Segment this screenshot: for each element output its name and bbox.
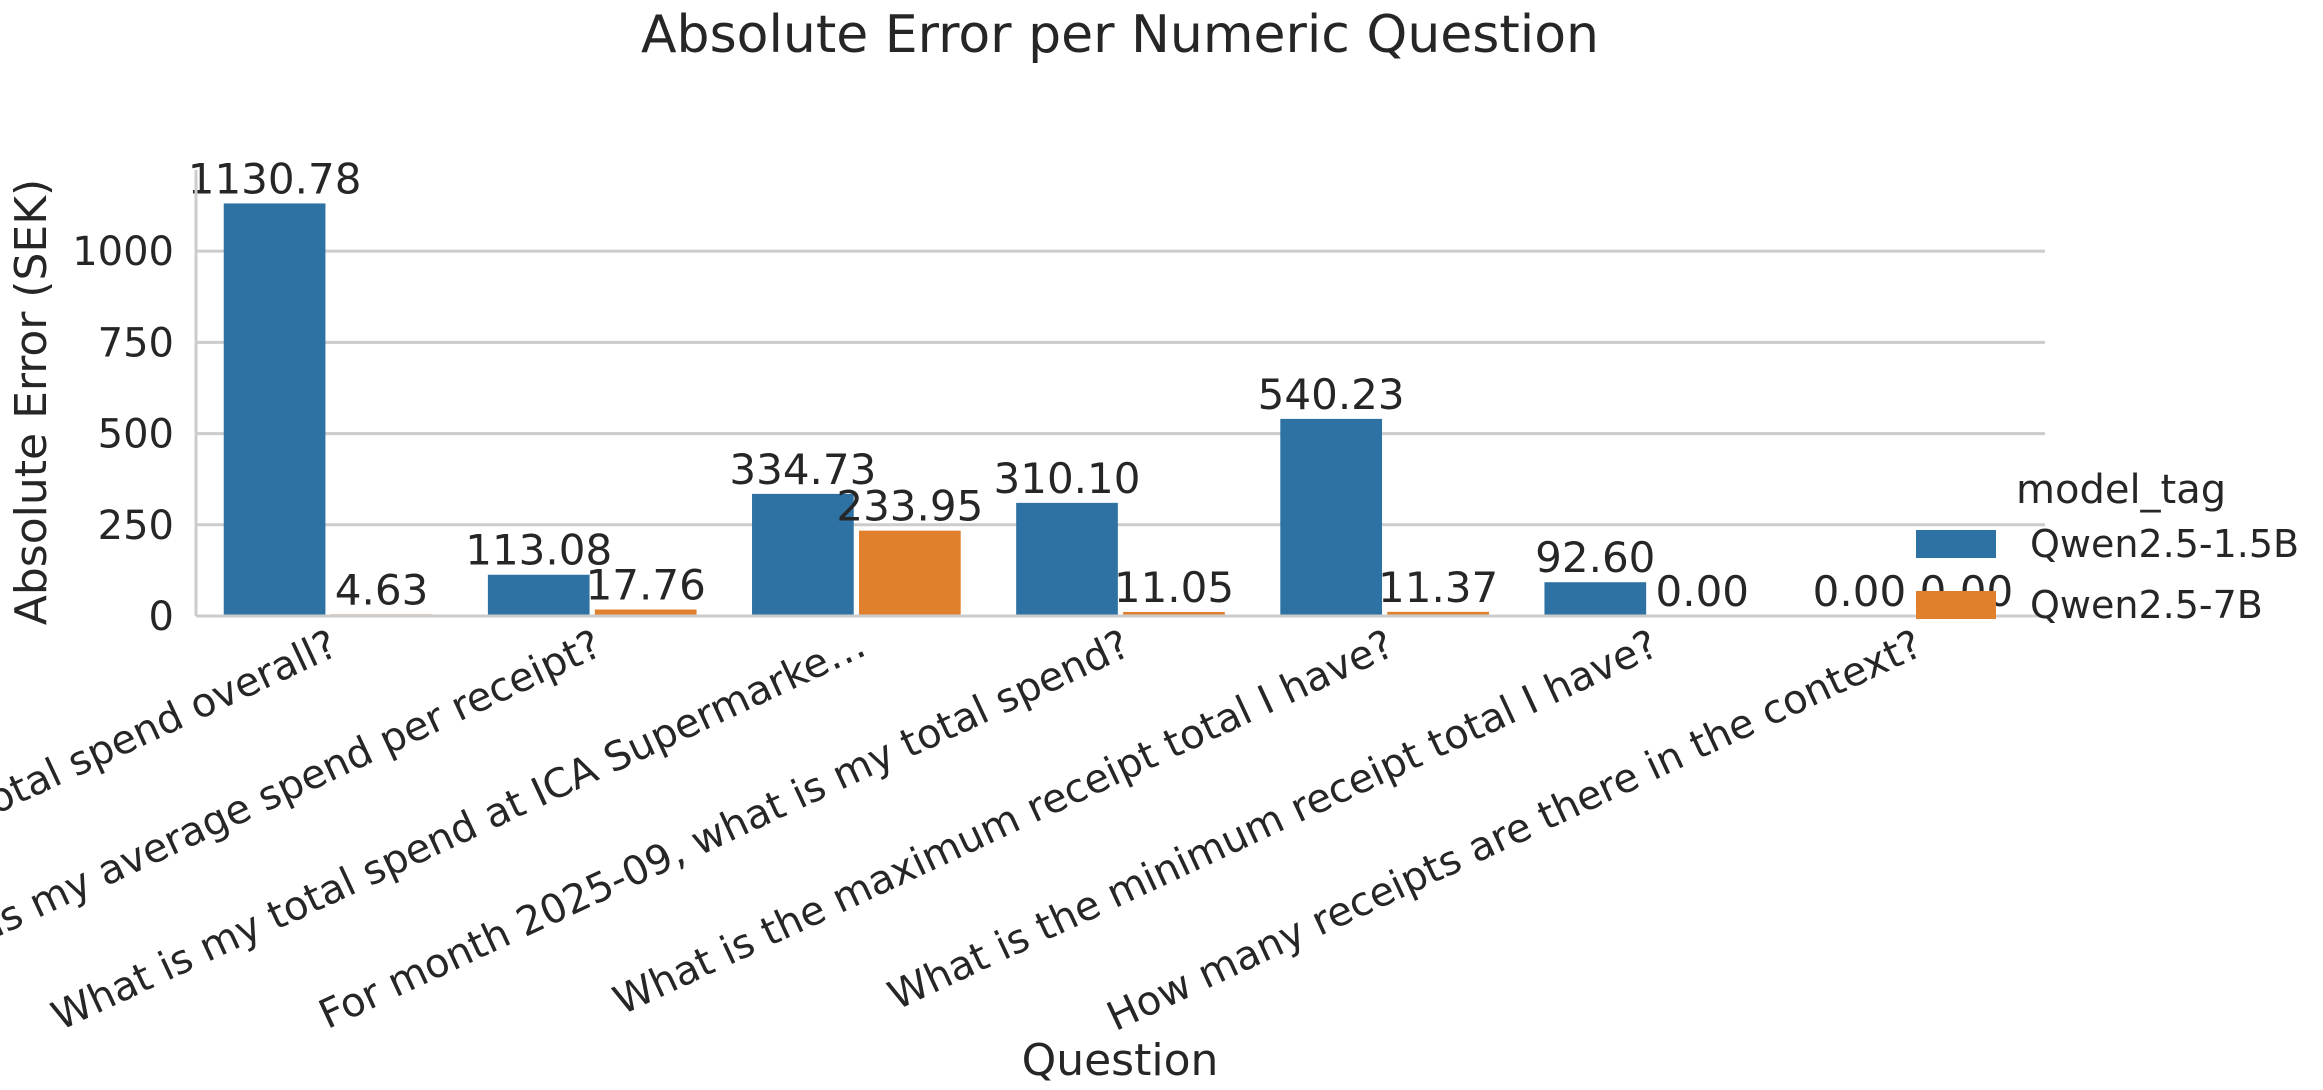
bar-value-label: 310.10 [994,454,1141,503]
bar-value-label: 233.95 [836,482,983,531]
bar-qwen-7b [1123,611,1225,616]
bar-qwen-7b [858,530,961,616]
legend-swatch [1916,591,1996,619]
bar-value-label: 11.05 [1114,563,1234,612]
bar-value-label: 0.00 [1813,567,1907,616]
bar-qwen-1-5b [1544,582,1647,616]
bar-qwen-1-5b [1280,418,1383,616]
y-tick-label: 250 [98,503,174,549]
bar-value-label: 113.08 [465,526,612,575]
legend-title: model_tag [2016,467,2226,513]
bar-qwen-1-5b [223,203,326,616]
bar-value-label: 4.63 [335,565,429,614]
bar-value-label: 540.23 [1258,370,1405,419]
bar-qwen-7b [1387,611,1489,616]
bar-qwen-1-5b [487,574,590,616]
y-tick-label: 1000 [72,229,174,275]
chart-title: Absolute Error per Numeric Question [641,5,1599,65]
legend: model_tag Qwen2.5-1.5B Qwen2.5-7B [1916,467,2299,627]
bar-qwen-1-5b [752,493,854,616]
bar-value-label: 1130.78 [188,154,362,203]
bar-value-label: 11.37 [1378,563,1498,612]
legend-swatch [1916,530,1996,558]
legend-entry-label: Qwen2.5-7B [2030,583,2263,627]
bar-value-label: 92.60 [1535,533,1655,582]
y-tick-label: 750 [98,320,174,366]
gridlines [196,249,2045,527]
x-axis-label: Question [1022,1035,1219,1086]
bar-value-label: 17.76 [586,561,706,610]
y-tick-label: 0 [149,594,174,640]
y-axis-label: Absolute Error (SEK) [6,179,57,625]
bar-value-label: 0.00 [1656,567,1750,616]
bar-qwen-7b [594,609,697,616]
bar-qwen-1-5b [1016,502,1118,616]
legend-entry-label: Qwen2.5-1.5B [2030,522,2299,566]
bar-value-label: 334.73 [729,445,876,494]
y-tick-label: 500 [98,412,174,458]
